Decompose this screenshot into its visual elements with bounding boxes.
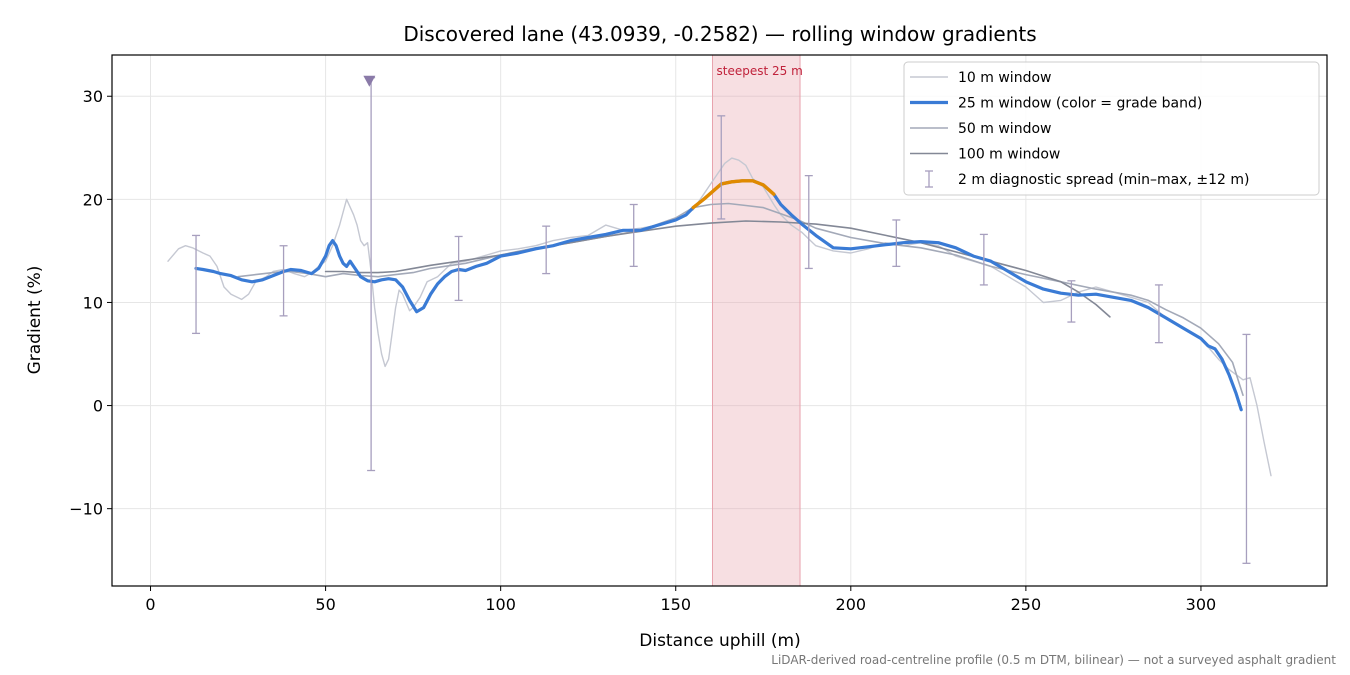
legend-label: 10 m window (958, 70, 1051, 86)
steepest-band: steepest 25 m (711, 54, 803, 587)
y-tick-label: −10 (69, 500, 103, 519)
y-tick-label: 0 (93, 397, 103, 416)
errorbar (804, 174, 813, 270)
outlier-triangle-icon (363, 75, 376, 87)
legend-box (903, 61, 1320, 196)
highlight-label: steepest 25 m (716, 64, 802, 78)
plot-frame (111, 54, 1328, 587)
legend-label: 100 m window (958, 147, 1060, 163)
errorbar (892, 219, 901, 268)
x-tick-label: 0 (145, 595, 155, 614)
x-axis-label: Distance uphill (m) (639, 631, 800, 651)
series-line (324, 220, 1111, 318)
grade-band-segment (691, 179, 776, 210)
errorbar (1067, 280, 1076, 323)
outlier-marker (363, 75, 376, 87)
y-ticks: −10 0 10 20 30 (69, 87, 112, 519)
x-tick-label: 200 (836, 595, 867, 614)
x-tick-label: 150 (660, 595, 691, 614)
errorbar (1242, 333, 1251, 564)
x-tick-label: 100 (485, 595, 516, 614)
y-tick-label: 10 (83, 293, 103, 312)
y-tick-label: 20 (83, 190, 103, 209)
errorbars (192, 77, 1251, 564)
errorbar (629, 203, 638, 268)
x-tick-label: 250 (1011, 595, 1042, 614)
series-lines (167, 157, 1272, 477)
errorbar (279, 245, 288, 317)
y-axis-label: Gradient (%) (25, 266, 45, 375)
series-line (194, 179, 1243, 412)
errorbar (717, 115, 726, 220)
x-tick-label: 300 (1186, 595, 1217, 614)
errorbar (192, 234, 201, 335)
errorbar (367, 77, 376, 472)
legend-label: 50 m window (958, 121, 1051, 137)
errorbar (979, 233, 988, 286)
legend: 10 m window 25 m window (color = grade ba… (903, 61, 1320, 196)
legend-label: 2 m diagnostic spread (min–max, ±12 m) (958, 172, 1249, 188)
highlight-band (711, 54, 801, 587)
legend-label: 25 m window (color = grade band) (958, 96, 1202, 112)
footnote: LiDAR-derived road-centreline profile (0… (771, 653, 1336, 667)
errorbar (1154, 284, 1163, 344)
x-tick-label: 50 (315, 595, 335, 614)
errorbar (454, 235, 463, 302)
errorbar (542, 225, 551, 275)
x-ticks: 0 50 100 150 200 250 300 (145, 586, 1216, 614)
y-tick-label: 30 (83, 87, 103, 106)
chart-title: Discovered lane (43.0939, -0.2582) — rol… (403, 22, 1036, 46)
